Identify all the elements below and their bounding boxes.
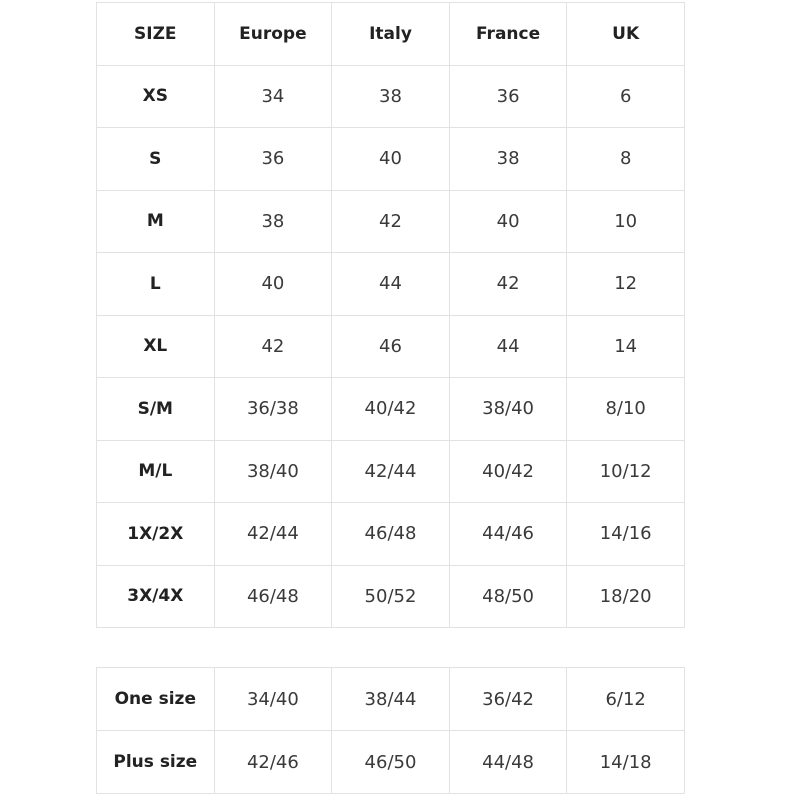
table-row: S 36 40 38 8 [96,127,685,191]
size-value-cell: 42/46 [213,730,333,794]
size-value-cell: 44/48 [448,730,568,794]
size-value-cell: 40/42 [448,439,568,503]
column-header: France [448,2,568,66]
size-value-cell: 8/10 [566,377,685,441]
size-value-cell: 46/48 [213,564,333,628]
size-value-cell: 36/38 [213,377,333,441]
size-value-cell: 40/42 [331,377,450,441]
size-value-cell: 36/42 [448,667,568,731]
table-row: One size 34/40 38/44 36/42 6/12 [96,667,685,731]
column-header: Italy [331,2,450,66]
table-row: L 40 44 42 12 [96,252,685,316]
size-label-cell: XS [96,64,215,128]
size-label-cell: Plus size [96,730,215,794]
header-row: SIZE Europe Italy France UK [96,2,685,66]
size-value-cell: 42 [213,314,333,378]
size-value-cell: 34/40 [213,667,333,731]
size-label-cell: M [96,189,215,253]
size-value-cell: 10/12 [566,439,685,503]
size-value-cell: 36 [213,127,333,191]
column-header: UK [566,2,685,66]
size-value-cell: 42/44 [331,439,450,503]
size-value-cell: 6 [566,64,685,128]
size-value-cell: 48/50 [448,564,568,628]
table-row: XL 42 46 44 14 [96,314,685,378]
table-row: S/M 36/38 40/42 38/40 8/10 [96,377,685,441]
size-value-cell: 14/18 [566,730,685,794]
size-label-cell: XL [96,314,215,378]
size-value-cell: 50/52 [331,564,450,628]
size-value-cell: 46 [331,314,450,378]
size-label-cell: L [96,252,215,316]
size-value-cell: 44/46 [448,502,568,566]
size-value-cell: 42 [448,252,568,316]
table-row: Plus size 42/46 46/50 44/48 14/18 [96,730,685,794]
table-row: 1X/2X 42/44 46/48 44/46 14/16 [96,502,685,566]
size-value-cell: 18/20 [566,564,685,628]
size-label-cell: S/M [96,377,215,441]
size-label-cell: One size [96,667,215,731]
size-value-cell: 40 [448,189,568,253]
size-value-cell: 44 [331,252,450,316]
size-value-cell: 42 [331,189,450,253]
table-row: XS 34 38 36 6 [96,64,685,128]
size-value-cell: 40 [213,252,333,316]
size-conversion-table: SIZE Europe Italy France UK XS 34 38 36 6 S 36 40 38 8… [96,2,685,628]
size-label-cell: M/L [96,439,215,503]
column-header: Europe [213,2,333,66]
size-value-cell: 38 [331,64,450,128]
size-value-cell: 46/48 [331,502,450,566]
table-row: M 38 42 40 10 [96,189,685,253]
size-label-cell: 3X/4X [96,564,215,628]
size-label-cell: 1X/2X [96,502,215,566]
table-row: M/L 38/40 42/44 40/42 10/12 [96,439,685,503]
size-value-cell: 8 [566,127,685,191]
size-value-cell: 40 [331,127,450,191]
size-value-cell: 44 [448,314,568,378]
size-value-cell: 38/40 [213,439,333,503]
size-value-cell: 14 [566,314,685,378]
size-value-cell: 38/44 [331,667,450,731]
size-label-cell: S [96,127,215,191]
size-value-cell: 34 [213,64,333,128]
column-header: SIZE [96,2,215,66]
size-value-cell: 38 [213,189,333,253]
size-value-cell: 14/16 [566,502,685,566]
size-value-cell: 38/40 [448,377,568,441]
size-value-cell: 10 [566,189,685,253]
size-value-cell: 38 [448,127,568,191]
special-size-table: One size 34/40 38/44 36/42 6/12 Plus size 42/4… [96,667,685,794]
size-value-cell: 12 [566,252,685,316]
size-value-cell: 42/44 [213,502,333,566]
table-row: 3X/4X 46/48 50/52 48/50 18/20 [96,564,685,628]
size-value-cell: 36 [448,64,568,128]
size-value-cell: 6/12 [566,667,685,731]
size-value-cell: 46/50 [331,730,450,794]
